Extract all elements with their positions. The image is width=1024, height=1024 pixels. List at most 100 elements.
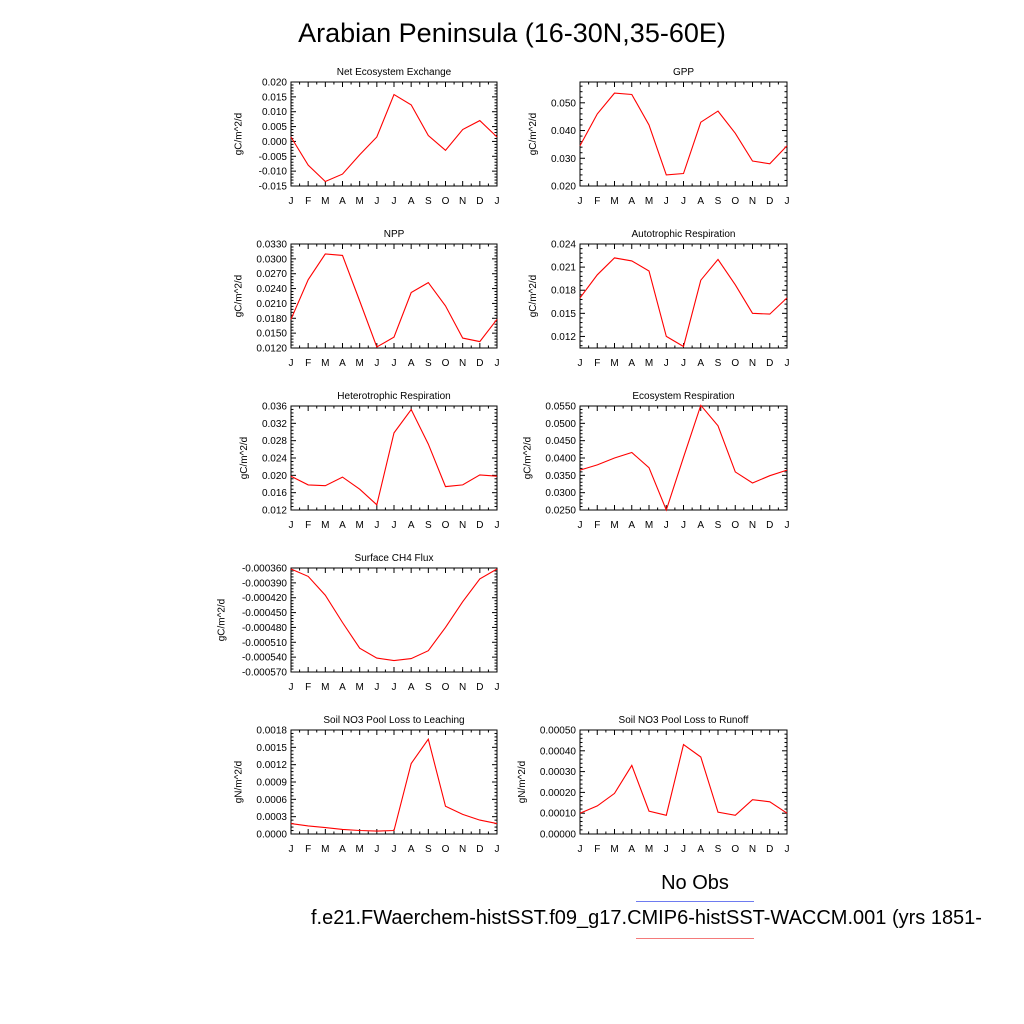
y-tick-label: 0.000 [262,137,287,148]
x-tick-label: J [495,520,500,531]
series-line [579,743,788,816]
x-tick-label: S [425,844,432,855]
panel-title: Soil NO3 Pool Loss to Runoff [619,715,749,726]
x-tick-label: S [715,520,722,531]
y-tick-label: 0.040 [551,126,576,137]
x-tick-label: A [339,520,346,531]
y-tick-label: 0.00010 [540,809,577,820]
y-tick-label: 0.0210 [256,299,287,310]
y-tick-label: 0.018 [551,286,576,297]
x-tick-label: N [749,520,756,531]
x-tick-label: M [355,682,363,693]
y-tick-label: -0.005 [259,152,288,163]
legend-case-label: f.e21.FWaerchem-histSST.f09_g17.CMIP6-hi… [311,907,982,929]
x-tick-label: A [628,358,635,369]
y-tick-label: 0.012 [551,332,576,343]
y-tick-label: 0.020 [551,182,576,193]
x-tick-label: J [495,844,500,855]
x-tick-label: J [289,682,294,693]
x-tick-label: M [355,358,363,369]
y-tick-label: 0.0003 [256,812,287,823]
y-tick-label: 0.0330 [256,240,287,251]
y-axis-label: gC/m^2/d [528,275,539,318]
x-tick-label: N [459,520,466,531]
y-tick-label: 0.021 [551,263,576,274]
x-tick-label: A [628,196,635,207]
x-tick-label: A [697,520,704,531]
x-tick-label: M [355,844,363,855]
y-tick-label: 0.0180 [256,314,287,325]
x-tick-label: O [442,844,450,855]
x-tick-label: N [749,844,756,855]
x-tick-label: D [476,682,483,693]
x-tick-label: J [392,682,397,693]
series-line [579,257,788,348]
x-tick-label: N [749,196,756,207]
x-tick-label: A [697,196,704,207]
plot-frame [290,729,498,835]
y-tick-label: 0.036 [262,402,287,413]
x-tick-label: A [408,682,415,693]
x-tick-label: F [594,520,600,531]
panel-title: Soil NO3 Pool Loss to Leaching [323,715,464,726]
y-tick-label: 0.0300 [256,254,287,265]
x-tick-label: J [785,520,790,531]
y-tick-label: 0.032 [262,419,287,430]
y-tick-label: 0.0450 [545,436,576,447]
panel-title: GPP [673,67,694,78]
series-line [290,568,498,662]
x-tick-label: J [392,358,397,369]
x-tick-label: J [392,196,397,207]
x-tick-label: O [731,196,739,207]
x-tick-label: M [355,520,363,531]
y-tick-label: 0.0240 [256,284,287,295]
panel-title: Autotrophic Respiration [632,229,736,240]
x-tick-label: M [321,520,329,531]
y-tick-label: 0.0000 [256,830,287,841]
y-tick-label: 0.010 [262,107,287,118]
x-tick-label: J [289,844,294,855]
series-line [290,737,498,832]
x-tick-label: J [664,196,669,207]
x-tick-label: M [610,844,618,855]
x-tick-label: O [731,520,739,531]
y-tick-label: 0.00030 [540,767,577,778]
x-tick-label: N [459,844,466,855]
x-tick-label: J [392,844,397,855]
x-tick-label: M [610,196,618,207]
x-tick-label: J [374,682,379,693]
x-tick-label: M [645,520,653,531]
x-tick-label: J [374,358,379,369]
x-tick-label: O [442,196,450,207]
x-tick-label: F [594,844,600,855]
x-tick-label: J [578,358,583,369]
x-tick-label: J [374,520,379,531]
y-axis-label: gC/m^2/d [522,437,533,480]
x-tick-label: J [289,196,294,207]
x-tick-label: A [408,520,415,531]
y-axis-label: gC/m^2/d [528,113,539,156]
series-line [290,408,498,506]
x-tick-label: D [476,358,483,369]
y-tick-label: 0.00040 [540,746,577,757]
y-tick-label: 0.0400 [545,454,576,465]
x-tick-label: J [785,196,790,207]
y-axis-label: gN/m^2/d [233,761,244,804]
y-tick-label: -0.000450 [242,608,287,619]
x-tick-label: M [610,520,618,531]
x-tick-label: O [731,844,739,855]
x-tick-label: J [289,358,294,369]
y-tick-label: 0.0250 [545,506,576,517]
x-tick-label: F [594,358,600,369]
y-tick-label: -0.000540 [242,653,287,664]
y-tick-label: 0.015 [262,92,287,103]
x-tick-label: F [305,196,311,207]
x-tick-label: J [785,844,790,855]
y-tick-label: 0.050 [551,98,576,109]
panel-title: Net Ecosystem Exchange [337,67,452,78]
y-tick-label: 0.0500 [545,419,576,430]
x-tick-label: J [785,358,790,369]
x-tick-label: M [610,358,618,369]
x-tick-label: A [339,358,346,369]
